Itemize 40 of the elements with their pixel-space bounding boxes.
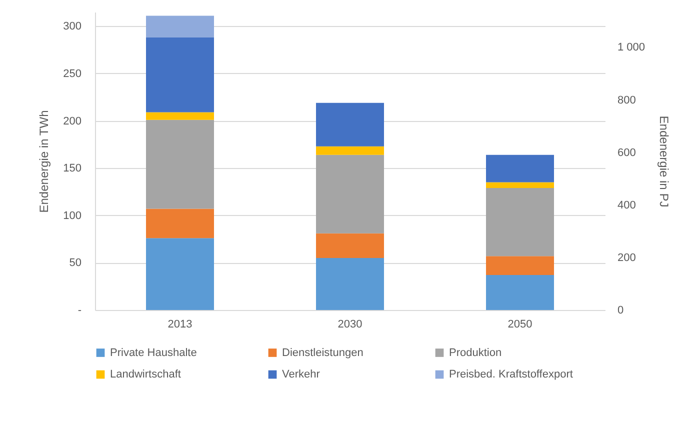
bar <box>146 38 214 112</box>
y-tick-label: 150 <box>63 162 82 175</box>
y2-tick-label: 400 <box>618 199 636 212</box>
x-tick-label: 2050 <box>508 318 532 330</box>
bar <box>146 112 214 120</box>
bar <box>486 256 554 275</box>
bar <box>146 16 214 38</box>
bar <box>486 188 554 256</box>
bar <box>316 146 384 155</box>
y2-tick-label: 800 <box>618 94 636 106</box>
bar <box>316 258 384 310</box>
y-tick-label: - <box>78 304 82 316</box>
legend-label: Verkehr <box>282 368 320 380</box>
bar <box>486 154 554 182</box>
y-tick-label: 250 <box>63 68 82 80</box>
bar <box>486 274 554 310</box>
x-tick-label: 2030 <box>338 318 362 330</box>
legend-label: Dienstleistungen <box>282 346 364 359</box>
y-tick-label: 50 <box>69 257 82 270</box>
legend-label: Private Haushalte <box>110 346 197 359</box>
bar <box>486 182 554 188</box>
legend-label: Landwirtschaft <box>110 368 181 380</box>
bar <box>316 154 384 234</box>
y-tick-label: 200 <box>63 115 82 128</box>
bar <box>316 102 384 146</box>
bar <box>316 233 384 258</box>
y-tick-label: 300 <box>63 20 82 33</box>
y-axis-title: Endenergie in TWh <box>37 110 52 213</box>
bar <box>146 208 214 238</box>
x-tick-label: 2013 <box>168 318 192 330</box>
y2-tick-label: 0 <box>618 304 624 316</box>
legend-label: Preisbed. Kraftstoffexport <box>449 368 573 380</box>
y2-axis-title: Endenergie in PJ <box>657 116 672 208</box>
y-tick-label: 100 <box>63 210 82 222</box>
legend-label: Produktion <box>449 346 502 359</box>
bar <box>146 120 214 209</box>
y2-tick-label: 1 000 <box>618 42 646 54</box>
bar <box>146 238 214 310</box>
y2-tick-label: 600 <box>618 146 636 159</box>
y2-tick-label: 200 <box>618 252 636 264</box>
